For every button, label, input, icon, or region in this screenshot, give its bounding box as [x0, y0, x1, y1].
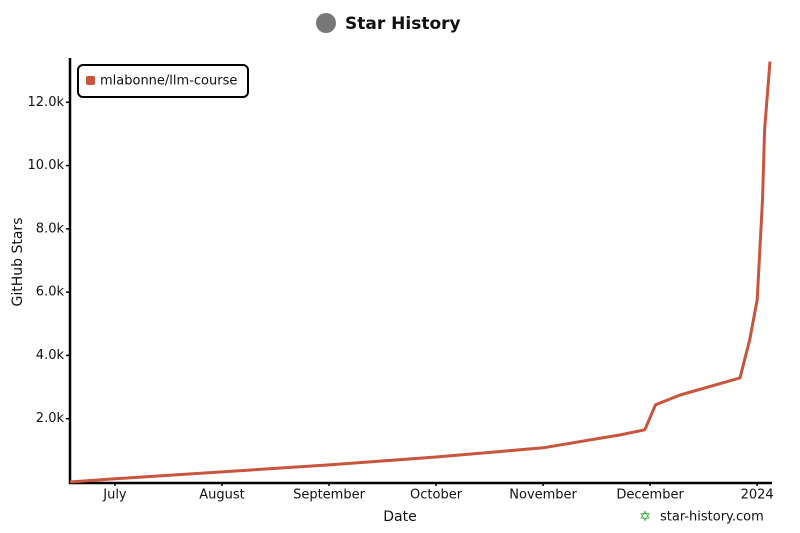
- legend-swatch: [86, 76, 95, 85]
- series-line: [69, 61, 772, 484]
- avatar: [316, 13, 336, 33]
- chart-title: Star History: [345, 14, 461, 34]
- y-axis-label: GitHub Stars: [10, 218, 26, 307]
- y-tick-label: 12.0k: [28, 95, 65, 110]
- y-tick-label: 4.0k: [36, 348, 65, 363]
- x-tick-label: November: [509, 488, 577, 503]
- legend-box: [77, 64, 249, 98]
- watermark: star-history.com: [660, 510, 764, 525]
- x-axis-label: Date: [383, 509, 416, 525]
- y-tick-label: 2.0k: [36, 411, 65, 426]
- watermark-icon: ✡: [639, 509, 651, 525]
- legend-label: mlabonne/llm-course: [100, 74, 237, 89]
- y-tick-label: 6.0k: [36, 285, 65, 300]
- y-tick-label: 10.0k: [28, 158, 65, 173]
- x-tick-label: 2024: [741, 488, 774, 503]
- x-tick-label: September: [293, 488, 366, 503]
- x-tick-label: July: [102, 488, 127, 503]
- x-tick-label: August: [199, 488, 245, 503]
- x-tick-label: October: [410, 488, 463, 503]
- x-tick-label: December: [616, 488, 684, 503]
- legend: mlabonne/llm-course: [77, 64, 249, 98]
- y-tick-label: 8.0k: [36, 221, 65, 236]
